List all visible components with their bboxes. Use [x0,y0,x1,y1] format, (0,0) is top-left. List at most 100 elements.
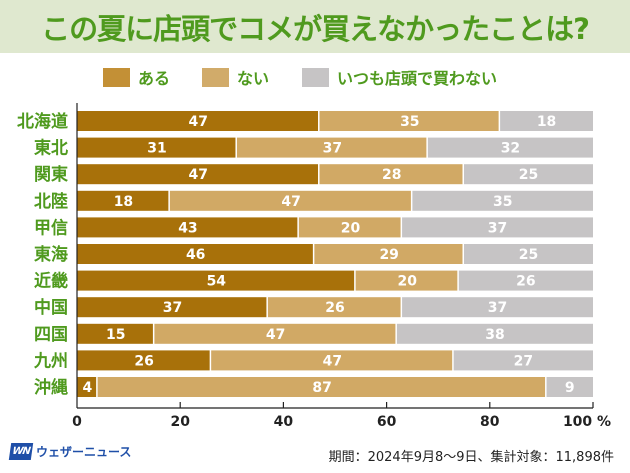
bar-segment [298,217,401,238]
data-label: 35 [493,194,512,210]
legend-label-nai: ない [237,69,270,88]
data-label: 47 [189,167,208,183]
data-label: 47 [281,194,300,210]
data-label: 37 [163,300,182,316]
data-label: 37 [323,141,342,157]
data-label: 32 [501,141,520,157]
category-label: 九州 [33,351,68,371]
bar-segment [267,297,401,318]
legend-swatch-nai [202,67,229,87]
category-label: 東海 [34,244,68,265]
data-label: 37 [488,300,507,316]
legend: ある ない いつも店頭で買わない [0,66,630,88]
bar-segment [396,323,593,344]
legend-label-never: いつも店頭で買わない [337,69,498,88]
data-label: 20 [397,274,417,290]
data-label: 31 [147,141,166,157]
category-label: 四国 [34,325,68,345]
data-label: 37 [488,220,507,236]
data-label: 20 [341,220,361,236]
data-label: 28 [382,167,401,183]
bar-segment [236,137,427,158]
bar-segment [427,137,593,158]
bar-segment [154,323,396,344]
data-label: 47 [266,327,285,343]
legend-item-aru: ある [103,66,170,88]
category-label: 東北 [34,138,68,159]
x-tick-label: 20 [170,414,190,430]
bar-segment [97,377,546,397]
legend-swatch-never [302,67,329,87]
bar-segment [500,111,593,131]
x-tick-label: 40 [274,414,294,430]
bar-segment [77,190,169,211]
bar-segment [546,377,593,397]
bar-segment [77,111,319,131]
data-label: 46 [186,247,205,263]
legend-swatch-aru [103,67,130,87]
category-label: 北陸 [34,191,68,212]
data-label: 26 [325,300,344,316]
chart-title: この夏に店頭でコメが買えなかったことは? [41,11,590,46]
brand-logo: WN ウェザーニュース [8,443,132,460]
data-label: 35 [400,114,419,130]
x-tick-label: 0 [72,414,82,430]
x-tick-label: 100 % [563,414,611,430]
data-label: 47 [189,114,208,130]
data-label: 25 [519,247,538,263]
bar-segment [314,244,463,264]
data-label: 47 [323,353,342,369]
bar-segment [458,270,593,291]
x-tick-label: 80 [480,414,500,430]
bar-segment [319,164,463,185]
bar-segment [402,217,593,238]
bar-segment [169,190,411,211]
bar-segment [464,244,593,264]
title-banner: この夏に店頭でコメが買えなかったことは? [0,0,630,53]
category-label: 北海道 [17,111,68,132]
data-label: 43 [178,220,197,236]
data-label: 54 [207,274,227,290]
legend-label-aru: ある [138,69,171,88]
bar-segment [77,270,355,291]
legend-item-nai: ない [202,66,269,88]
data-label: 4 [82,380,92,396]
x-tick-label: 60 [377,414,397,430]
bar-segment [77,350,210,371]
data-label: 27 [514,353,533,369]
data-label: 38 [485,327,504,343]
bar-segment [77,377,97,397]
data-label: 87 [312,380,331,396]
brand-name: ウェザーニュース [36,445,132,459]
category-label: 中国 [34,297,68,318]
survey-note: 期間：2024年9月8～9日、集計対象：11,898件 [328,450,614,465]
weathernews-logo-icon: WN [8,443,34,460]
bar-segment [211,350,453,371]
bar-segment [77,323,153,344]
data-label: 29 [379,247,398,263]
bar-segment [355,270,458,291]
category-label: 甲信 [34,217,68,238]
bar-segment [77,297,267,318]
category-label: 近畿 [34,271,68,292]
data-label: 26 [134,353,153,369]
bar-segment [77,137,236,158]
data-label: 18 [114,194,133,210]
data-label: 15 [106,327,125,343]
bar-segment [77,244,313,264]
bar-segment [453,350,593,371]
bar-segment [402,297,593,318]
data-label: 18 [537,114,556,130]
bar-segment [77,164,319,185]
data-label: 25 [519,167,538,183]
category-label: 関東 [34,164,68,185]
bar-segment [77,217,298,238]
legend-item-never: いつも店頭で買わない [302,66,497,88]
bar-segment [464,164,593,185]
data-label: 26 [516,274,535,290]
data-label: 9 [565,380,575,396]
category-label: 沖縄 [34,377,68,398]
bar-segment [319,111,499,131]
bar-segment [412,190,593,211]
